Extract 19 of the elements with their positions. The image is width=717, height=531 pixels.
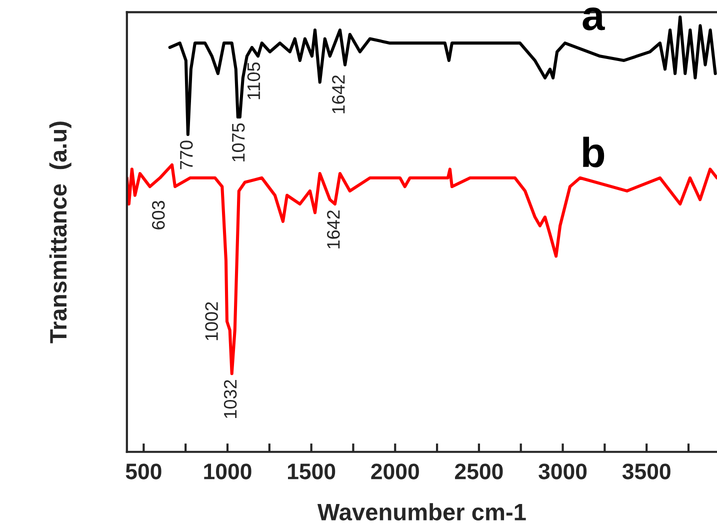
x-tick-label: 3000 [538,464,587,480]
annotation: 1032 [224,380,237,418]
annotation: 770 [180,140,193,170]
annotation: 1002 [205,302,218,340]
x-tick-label: 2500 [455,464,503,480]
series-label: a [582,8,605,30]
x-tick-label: 1500 [288,464,336,480]
series-label: b [583,136,604,168]
annotation: 603 [152,200,165,230]
x-tick-label: 500 [126,464,162,480]
x-axis-title: Wavenumber cm-1 [317,503,526,520]
x-tick-label: 2000 [371,464,419,480]
x-tick-label: 3500 [622,464,670,480]
annotation: 1642 [332,75,345,114]
x-tick-label: 1000 [204,464,252,480]
y-axis-title: Transmittance (a.u) [49,122,72,344]
annotation: 1642 [327,210,340,248]
annotation: 1075 [232,123,245,162]
annotation: 1105 [247,62,260,100]
